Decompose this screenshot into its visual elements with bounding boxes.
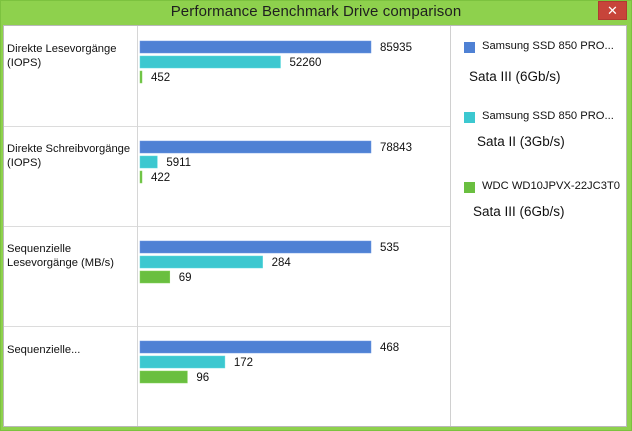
legend-name-3: WDC WD10JPVX-22JC3T0 [482,180,621,192]
legend-sub-3: Sata III (6Gb/s) [473,204,565,219]
bar-value-label: 172 [234,357,253,369]
bar-1-3 [139,70,143,84]
bar-value-label: 284 [272,257,292,269]
legend-sub-2: Sata II (3Gb/s) [477,134,565,149]
window-title: Performance Benchmark Drive comparison [170,3,462,20]
bar-value-label: 78843 [380,142,412,154]
close-button[interactable]: ✕ [598,1,627,20]
plot-area: Direkte Lesevorgänge (IOPS) Direkte Schr… [4,26,450,426]
bar-value-label: 85935 [380,42,412,54]
row-separator [4,226,450,227]
bar-value-label: 468 [380,342,399,354]
legend: Samsung SSD 850 PRO... Sata III (6Gb/s) … [451,26,626,426]
bar-2-1 [139,140,372,154]
legend-sub-1: Sata III (6Gb/s) [469,69,561,84]
legend-swatch-2 [464,112,475,123]
bar-value-label: 96 [196,372,209,384]
bar-4-2 [139,355,226,369]
legend-name-2: Samsung SSD 850 PRO... [482,110,614,122]
bar-value-label: 69 [179,272,192,284]
bar-2-2 [139,155,158,169]
category-label-4: Sequenzielle... [7,344,81,356]
bar-3-3 [139,270,171,284]
bar-3-2 [139,255,263,269]
bar-value-label: 52260 [289,57,321,69]
bar-value-label: 535 [380,242,399,254]
bar-2-3 [139,170,143,184]
category-label-2: Direkte Schreibvorgänge (IOPS) [7,143,131,169]
bar-value-label: 422 [151,172,170,184]
category-axis [137,26,138,426]
bar-series: 85935 52260 452 78843 5911 422 535 284 69 468 172 9… [139,40,412,384]
legend-divider [450,26,451,426]
bar-1-1 [139,40,372,54]
bar-value-label: 452 [151,72,170,84]
bar-3-1 [139,240,372,254]
category-label-3: Sequenzielle Lesevorgänge (MB/s) [7,243,114,269]
bar-value-label: 5911 [166,157,191,169]
bar-1-2 [139,55,281,69]
category-labels: Direkte Lesevorgänge (IOPS) Direkte Schr… [4,26,137,426]
legend-name-1: Samsung SSD 850 PRO... [482,40,614,52]
title-bar[interactable]: Performance Benchmark Drive comparison ✕ [1,1,631,24]
legend-swatch-1 [464,42,475,53]
legend-swatch-3 [464,182,475,193]
chart-area: Direkte Lesevorgänge (IOPS) Direkte Schr… [3,25,627,427]
category-label-1: Direkte Lesevorgänge (IOPS) [7,43,117,69]
row-separator [4,126,450,127]
row-separator [4,326,450,327]
bar-4-1 [139,340,372,354]
close-icon: ✕ [607,3,618,18]
bar-4-3 [139,370,188,384]
